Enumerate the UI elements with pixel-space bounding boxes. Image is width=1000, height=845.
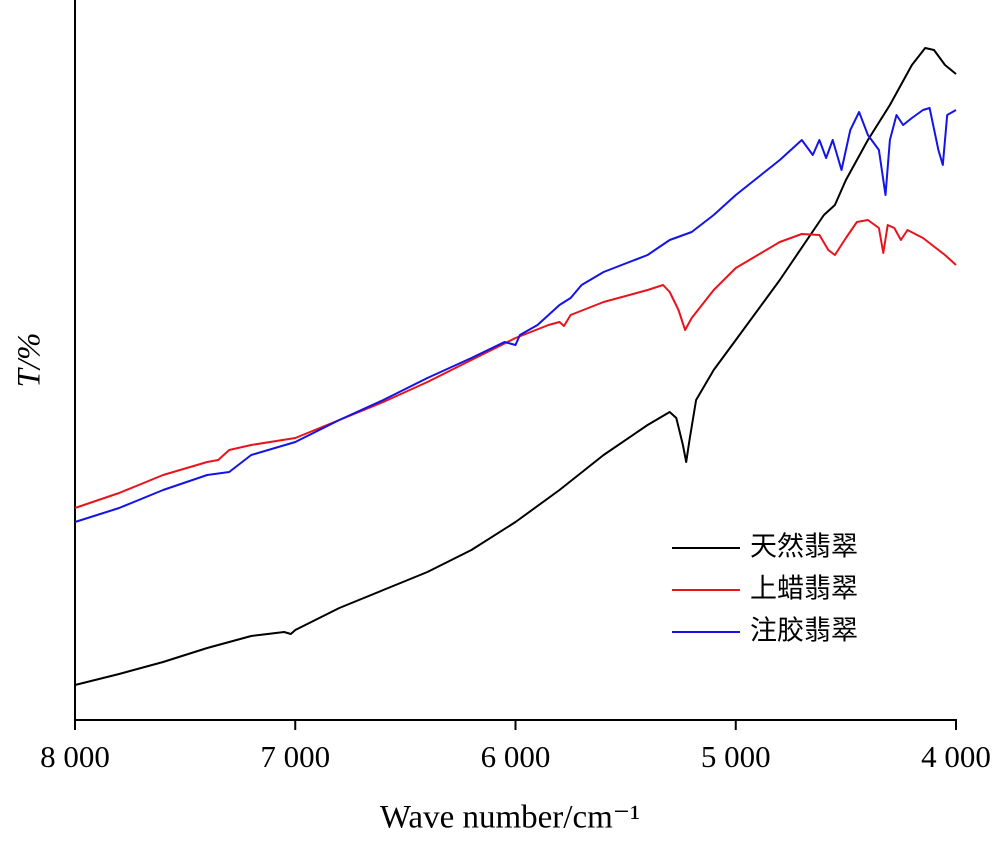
x-axis-label: Wave number/cm⁻¹ [380, 800, 640, 836]
x-tick-label: 8 000 [40, 739, 110, 774]
legend-label: 天然翡翠 [750, 532, 858, 563]
spectrum-line [74, 219, 957, 509]
legend-label: 上蜡翡翠 [750, 574, 858, 605]
x-tick-label: 7 000 [260, 739, 330, 774]
y-axis-label: T/% [12, 332, 48, 387]
spectrum-line [74, 47, 957, 686]
spectrum-line [74, 107, 957, 523]
x-tick-label: 5 000 [701, 739, 771, 774]
x-tick-label: 4 000 [921, 739, 991, 774]
x-tick-label: 6 000 [481, 739, 551, 774]
legend-label: 注胶翡翠 [750, 616, 858, 647]
